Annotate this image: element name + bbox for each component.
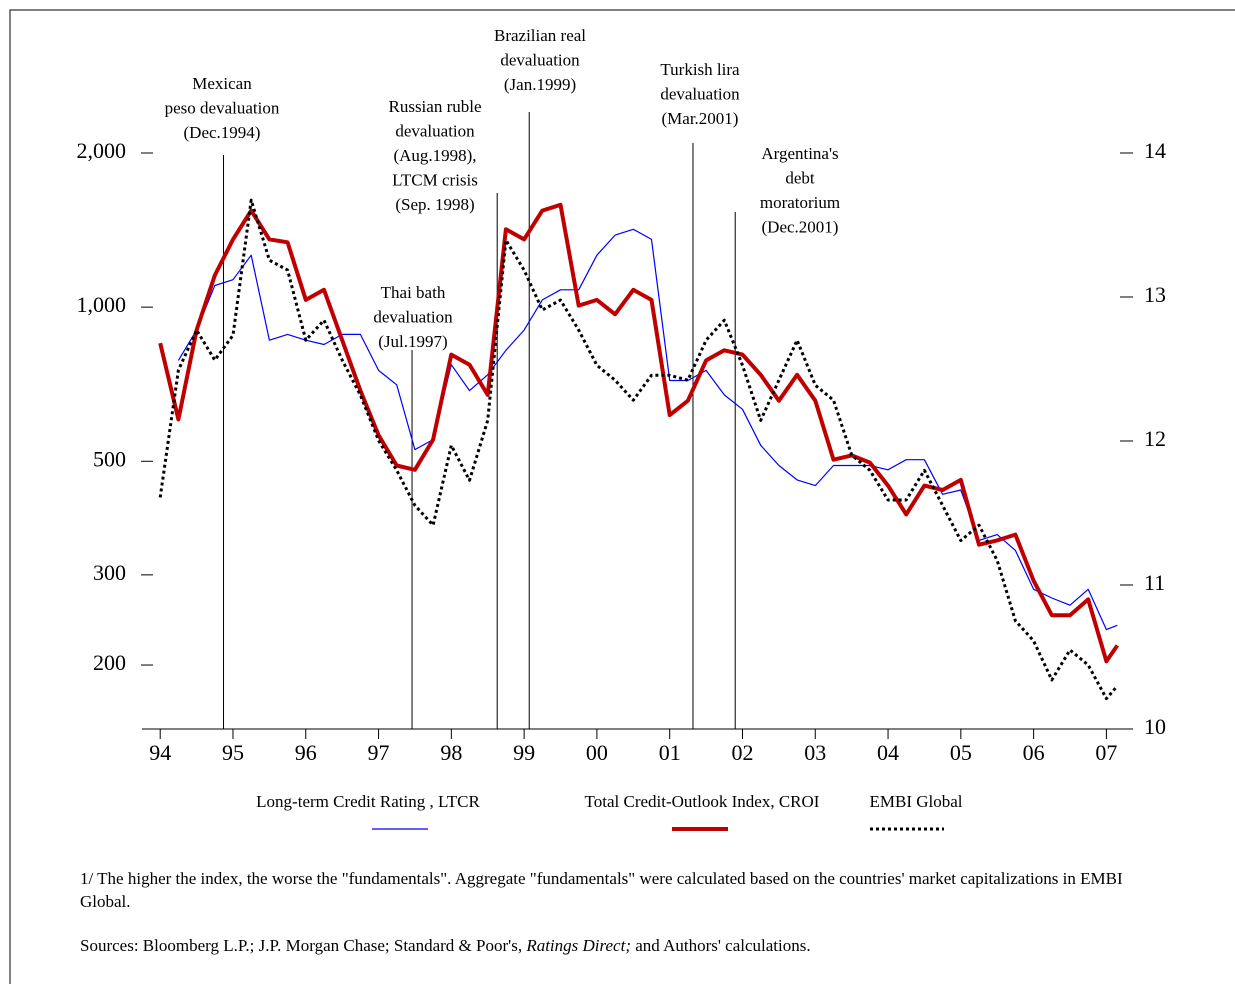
y2-tick-label: 12 xyxy=(1144,426,1166,451)
frame xyxy=(9,9,1235,984)
x-tick-label: 06 xyxy=(1023,740,1045,765)
x-tick-label: 04 xyxy=(877,740,899,765)
annotation-text: (Dec.1994) xyxy=(184,123,261,142)
annotation-text: Thai bath xyxy=(381,283,446,302)
series-line xyxy=(158,202,1119,664)
x-tick-label: 98 xyxy=(440,740,462,765)
x-tick-label: 01 xyxy=(659,740,681,765)
y2-tick-label: 10 xyxy=(1144,714,1166,739)
annotation-text: Russian ruble xyxy=(388,97,481,116)
y2-tick-label: 14 xyxy=(1144,138,1166,163)
annotation-text: devaluation xyxy=(395,121,475,140)
annotation-text: Turkish lira xyxy=(660,60,740,79)
sources-italic: Ratings Direct; xyxy=(526,936,631,955)
x-tick-label: 96 xyxy=(295,740,317,765)
series-line xyxy=(177,228,1118,631)
series-line xyxy=(158,198,1119,701)
x-tick-label: 03 xyxy=(804,740,826,765)
annotation-text: (Dec.2001) xyxy=(762,217,839,236)
legend-label: Total Credit-Outlook Index, CROI xyxy=(585,792,820,811)
annotation-text: (Aug.1998), xyxy=(393,146,476,165)
annotation-text: (Sep. 1998) xyxy=(395,195,474,214)
annotation-text: Mexican xyxy=(192,74,252,93)
x-tick-label: 97 xyxy=(368,740,390,765)
annotation-text: Argentina's xyxy=(761,144,838,163)
annotation-text: peso devaluation xyxy=(165,98,280,117)
y2-tick-label: 13 xyxy=(1144,282,1166,307)
annotation-text: (Jan.1999) xyxy=(504,75,576,94)
annotation-text: LTCM crisis xyxy=(392,170,478,189)
annotation-text: (Jul.1997) xyxy=(378,332,447,351)
x-tick-label: 95 xyxy=(222,740,244,765)
annotation-text: moratorium xyxy=(760,193,840,212)
x-tick-label: 02 xyxy=(731,740,753,765)
y-tick-label: 500 xyxy=(93,446,126,471)
y-tick-label: 300 xyxy=(93,560,126,585)
annotation-text: Brazilian real xyxy=(494,26,586,45)
x-tick-label: 05 xyxy=(950,740,972,765)
x-tick-label: 07 xyxy=(1095,740,1117,765)
annotation-text: devaluation xyxy=(660,84,740,103)
annotation-text: devaluation xyxy=(373,307,453,326)
legend-label: EMBI Global xyxy=(869,792,962,811)
y2-tick-label: 11 xyxy=(1144,570,1165,595)
annotation-text: devaluation xyxy=(500,50,580,69)
sources: Sources: Bloomberg L.P.; J.P. Morgan Cha… xyxy=(80,934,1140,957)
annotation-text: debt xyxy=(785,168,815,187)
y-tick-label: 2,000 xyxy=(77,138,127,163)
x-tick-label: 99 xyxy=(513,740,535,765)
x-tick-label: 94 xyxy=(149,740,171,765)
annotation-text: (Mar.2001) xyxy=(662,109,739,128)
legend-label: Long-term Credit Rating , LTCR xyxy=(256,792,480,811)
y-tick-label: 200 xyxy=(93,650,126,675)
sources-text: and Authors' calculations. xyxy=(630,936,811,955)
x-tick-label: 00 xyxy=(586,740,608,765)
footnote: 1/ The higher the index, the worse the "… xyxy=(80,869,1123,911)
y-tick-label: 1,000 xyxy=(77,292,127,317)
sources-text: Sources: Bloomberg L.P.; J.P. Morgan Cha… xyxy=(80,936,527,955)
